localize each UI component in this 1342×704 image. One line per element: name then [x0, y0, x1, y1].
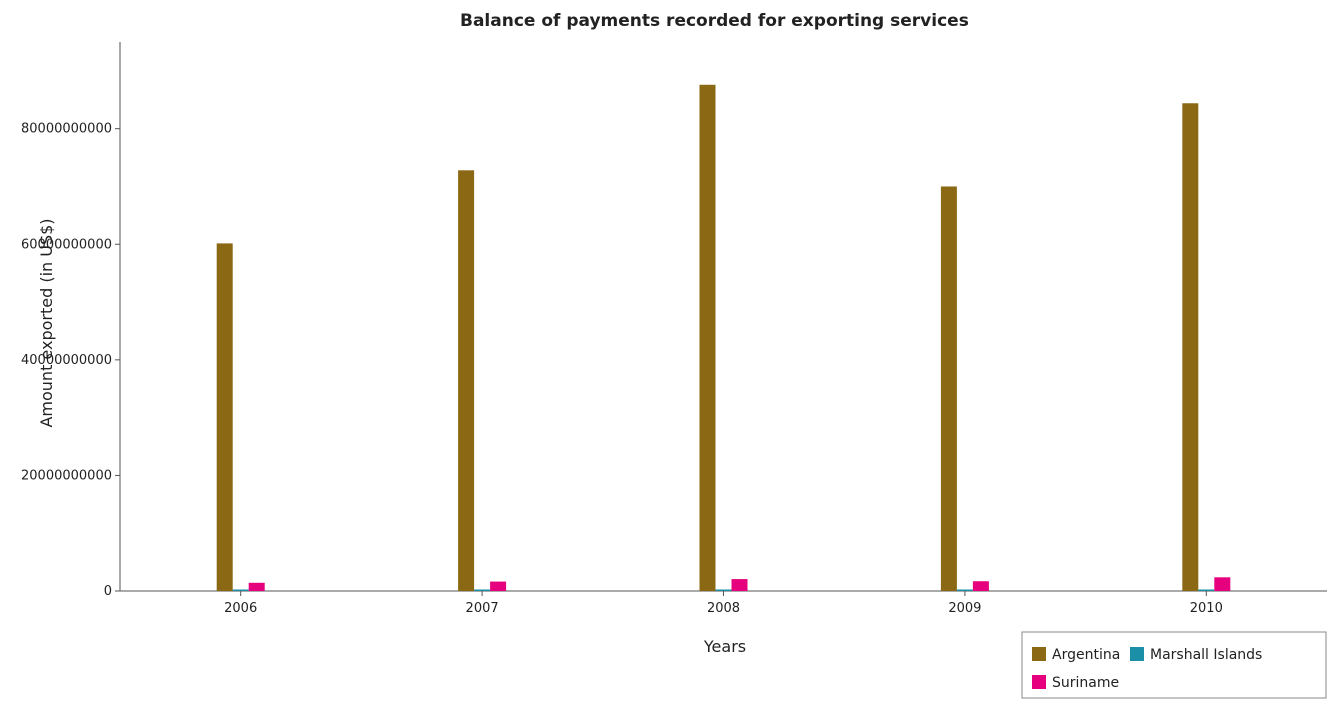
legend: Argentina Marshall Islands Suriname — [1021, 631, 1327, 699]
y-tick-label: 20000000000 — [21, 468, 112, 483]
y-axis-title: Amount exported (in US$) — [37, 218, 56, 427]
legend-label-suriname: Suriname — [1052, 675, 1119, 691]
bar-marshall-islands-2006 — [232, 589, 249, 591]
x-tick-label: 2008 — [707, 601, 740, 616]
bar-suriname-2006 — [248, 582, 265, 591]
legend-swatch-suriname — [1032, 675, 1046, 689]
legend-label-argentina: Argentina — [1052, 647, 1120, 663]
bar-suriname-2009 — [972, 581, 989, 591]
bar-argentina-2009 — [940, 186, 957, 591]
legend-box — [1021, 631, 1327, 699]
bar-suriname-2008 — [731, 579, 748, 591]
x-tick-label: 2009 — [948, 601, 981, 616]
plot-area: 0 20000000000 40000000000 60000000000 800000… — [21, 42, 1327, 616]
bar-marshall-islands-2008 — [715, 589, 732, 591]
y-tick-label: 60000000000 — [21, 237, 112, 252]
x-tick-label: 2010 — [1190, 601, 1223, 616]
legend-swatch-argentina — [1032, 647, 1046, 661]
legend-swatch-marshall-islands — [1130, 647, 1144, 661]
chart-title: Balance of payments recorded for exporti… — [460, 11, 969, 31]
x-tick-label: 2007 — [466, 601, 499, 616]
bar-suriname-2010 — [1214, 577, 1231, 591]
bar-argentina-2010 — [1182, 103, 1199, 592]
bar-suriname-2007 — [490, 581, 507, 591]
x-tick-label: 2006 — [224, 601, 257, 616]
x-axis-title: Years — [703, 637, 746, 656]
bar-argentina-2007 — [458, 170, 475, 591]
bar-marshall-islands-2007 — [474, 589, 491, 591]
bar-marshall-islands-2010 — [1198, 589, 1215, 591]
bar-argentina-2008 — [699, 84, 716, 591]
y-tick-label: 0 — [104, 584, 112, 599]
bar-marshall-islands-2009 — [956, 589, 973, 591]
y-tick-label: 80000000000 — [21, 122, 112, 137]
legend-label-marshall-islands: Marshall Islands — [1150, 647, 1262, 663]
bar-argentina-2006 — [216, 243, 233, 592]
y-tick-label: 40000000000 — [21, 353, 112, 368]
